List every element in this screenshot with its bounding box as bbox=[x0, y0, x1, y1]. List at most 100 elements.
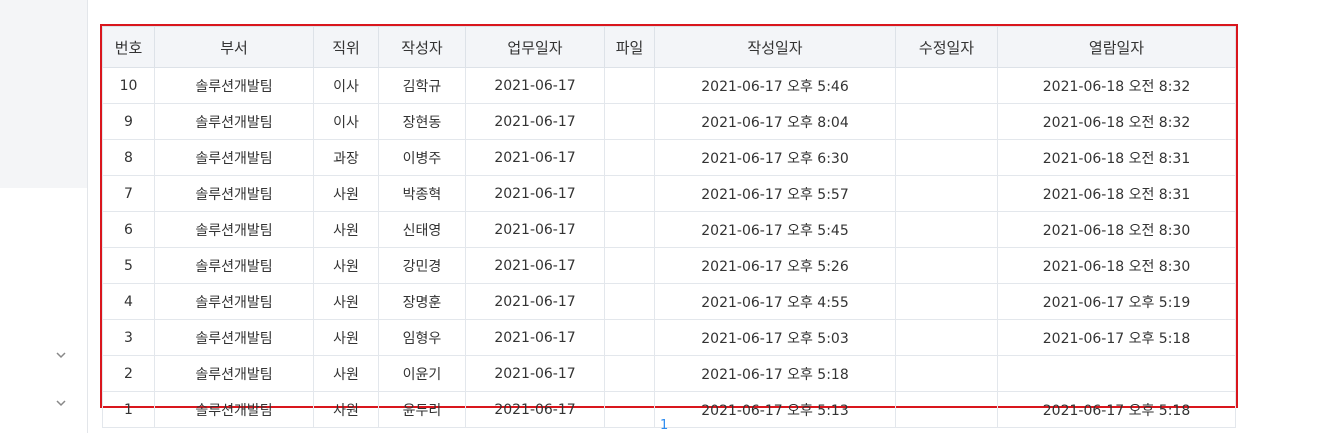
table-cell: 과장 bbox=[313, 139, 379, 176]
table-cell: 2021-06-17 오후 8:04 bbox=[654, 103, 896, 140]
table-cell: 2021-06-17 오후 5:26 bbox=[654, 247, 896, 284]
table-cell: 2021-06-17 bbox=[465, 283, 605, 320]
table-cell: 사원 bbox=[313, 355, 379, 392]
table-cell: 2021-06-17 bbox=[465, 103, 605, 140]
table-cell: 장현동 bbox=[378, 103, 466, 140]
column-header: 업무일자 bbox=[465, 26, 605, 68]
table-cell: 2021-06-18 오전 8:31 bbox=[997, 139, 1236, 176]
table-row[interactable]: 6 솔루션개발팀 사원 신태영 2021-06-17 2021-06-17 오후 5:45… bbox=[102, 211, 1236, 248]
table-cell bbox=[997, 355, 1236, 392]
table-cell bbox=[604, 175, 655, 212]
table-cell: 신태영 bbox=[378, 211, 466, 248]
column-header: 열람일자 bbox=[997, 26, 1236, 68]
table-cell: 7 bbox=[102, 175, 155, 212]
table-cell bbox=[604, 391, 655, 428]
table-cell: 2021-06-17 bbox=[465, 247, 605, 284]
column-header: 파일 bbox=[604, 26, 655, 68]
table-cell: 강민경 bbox=[378, 247, 466, 284]
table-cell: 박종혁 bbox=[378, 175, 466, 212]
table-cell: 사원 bbox=[313, 247, 379, 284]
table-cell: 솔루션개발팀 bbox=[154, 319, 314, 356]
table-cell bbox=[604, 355, 655, 392]
table-row[interactable]: 3 솔루션개발팀 사원 임형우 2021-06-17 2021-06-17 오후 5:03… bbox=[102, 319, 1236, 356]
table-cell: 이사 bbox=[313, 103, 379, 140]
table-cell: 2021-06-17 오후 5:13 bbox=[654, 391, 896, 428]
table-cell bbox=[604, 67, 655, 104]
table-cell: 솔루션개발팀 bbox=[154, 103, 314, 140]
table-cell: 이사 bbox=[313, 67, 379, 104]
table-cell: 2021-06-17 오후 5:18 bbox=[997, 319, 1236, 356]
table-row[interactable]: 5 솔루션개발팀 사원 강민경 2021-06-17 2021-06-17 오후 5:26… bbox=[102, 247, 1236, 284]
table-cell: 2021-06-17 bbox=[465, 139, 605, 176]
table-cell: 윤두리 bbox=[378, 391, 466, 428]
table-row[interactable]: 2 솔루션개발팀 사원 이윤기 2021-06-17 2021-06-17 오후 5:18 bbox=[102, 355, 1236, 392]
table-cell: 2021-06-17 오후 5:18 bbox=[997, 391, 1236, 428]
report-table: 번호 부서 직위 작성자 업무일자 파일 작성일자 수정일자 열람일자 10 솔루션개발팀 이사 김학… bbox=[102, 26, 1236, 428]
table-cell: 2021-06-17 bbox=[465, 67, 605, 104]
table-cell bbox=[895, 355, 998, 392]
table-row[interactable]: 8 솔루션개발팀 과장 이병주 2021-06-17 2021-06-17 오후 6:30… bbox=[102, 139, 1236, 176]
table-cell: 9 bbox=[102, 103, 155, 140]
table-cell: 임형우 bbox=[378, 319, 466, 356]
table-cell: 2021-06-18 오전 8:32 bbox=[997, 67, 1236, 104]
table-cell: 2021-06-17 bbox=[465, 391, 605, 428]
page-number[interactable]: 1 bbox=[660, 418, 669, 433]
table-row[interactable]: 10 솔루션개발팀 이사 김학규 2021-06-17 2021-06-17 오후 5:4… bbox=[102, 67, 1236, 104]
table-cell bbox=[604, 319, 655, 356]
table-cell: 2021-06-18 오전 8:31 bbox=[997, 175, 1236, 212]
column-header: 작성일자 bbox=[654, 26, 896, 68]
table-row[interactable]: 4 솔루션개발팀 사원 장명훈 2021-06-17 2021-06-17 오후 4:55… bbox=[102, 283, 1236, 320]
table-row[interactable]: 9 솔루션개발팀 이사 장현동 2021-06-17 2021-06-17 오후 8:04… bbox=[102, 103, 1236, 140]
table-cell: 사원 bbox=[313, 319, 379, 356]
table-cell: 3 bbox=[102, 319, 155, 356]
table-cell: 2021-06-17 bbox=[465, 211, 605, 248]
table-cell: 2021-06-17 오후 5:57 bbox=[654, 175, 896, 212]
column-header: 수정일자 bbox=[895, 26, 998, 68]
table-cell bbox=[895, 103, 998, 140]
table-cell bbox=[604, 103, 655, 140]
table-cell bbox=[895, 391, 998, 428]
table-row[interactable]: 7 솔루션개발팀 사원 박종혁 2021-06-17 2021-06-17 오후 5:57… bbox=[102, 175, 1236, 212]
table-cell: 2021-06-17 오후 5:18 bbox=[654, 355, 896, 392]
table-cell bbox=[604, 283, 655, 320]
table-cell: 2021-06-17 bbox=[465, 175, 605, 212]
table-cell: 장명훈 bbox=[378, 283, 466, 320]
table-cell: 1 bbox=[102, 391, 155, 428]
column-header: 부서 bbox=[154, 26, 314, 68]
table-cell: 2 bbox=[102, 355, 155, 392]
table-cell: 5 bbox=[102, 247, 155, 284]
table-cell: 2021-06-18 오전 8:30 bbox=[997, 211, 1236, 248]
table-cell: 2021-06-17 bbox=[465, 355, 605, 392]
table-cell: 4 bbox=[102, 283, 155, 320]
table-container: 번호 부서 직위 작성자 업무일자 파일 작성일자 수정일자 열람일자 10 솔루션개발팀 이사 김학… bbox=[100, 24, 1238, 428]
table-cell: 솔루션개발팀 bbox=[154, 211, 314, 248]
table-cell: 2021-06-17 오후 5:19 bbox=[997, 283, 1236, 320]
expand-icon[interactable] bbox=[56, 350, 66, 360]
table-cell bbox=[604, 211, 655, 248]
table-cell: 솔루션개발팀 bbox=[154, 391, 314, 428]
table-cell: 2021-06-17 오후 6:30 bbox=[654, 139, 896, 176]
table-row[interactable]: 1 솔루션개발팀 사원 윤두리 2021-06-17 2021-06-17 오후 5:13… bbox=[102, 391, 1236, 428]
table-cell bbox=[604, 247, 655, 284]
column-header: 직위 bbox=[313, 26, 379, 68]
table-cell bbox=[604, 139, 655, 176]
table-cell: 이윤기 bbox=[378, 355, 466, 392]
table-cell: 6 bbox=[102, 211, 155, 248]
expand-icon[interactable] bbox=[56, 398, 66, 408]
table-cell: 10 bbox=[102, 67, 155, 104]
table-cell bbox=[895, 247, 998, 284]
table-cell bbox=[895, 283, 998, 320]
column-header: 작성자 bbox=[378, 26, 466, 68]
table-cell bbox=[895, 211, 998, 248]
table-cell bbox=[895, 67, 998, 104]
table-cell: 솔루션개발팀 bbox=[154, 247, 314, 284]
table-cell: 이병주 bbox=[378, 139, 466, 176]
table-cell: 솔루션개발팀 bbox=[154, 139, 314, 176]
table-cell: 2021-06-17 오후 5:46 bbox=[654, 67, 896, 104]
table-cell: 2021-06-17 오후 5:45 bbox=[654, 211, 896, 248]
table-cell bbox=[895, 139, 998, 176]
table-cell: 사원 bbox=[313, 175, 379, 212]
table-cell: 사원 bbox=[313, 211, 379, 248]
table-cell: 솔루션개발팀 bbox=[154, 355, 314, 392]
